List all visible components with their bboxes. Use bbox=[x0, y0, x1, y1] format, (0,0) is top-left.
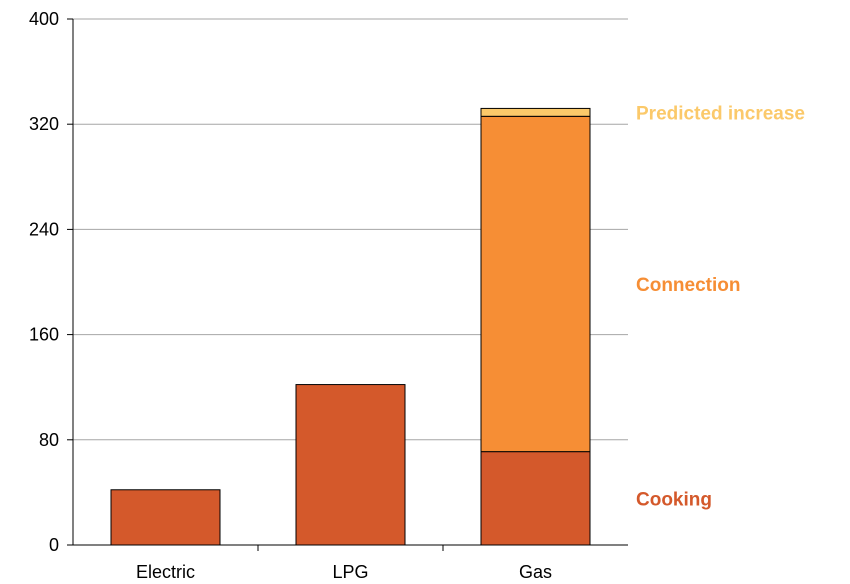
bar-segment-connection-gas bbox=[480, 115, 591, 453]
x-tick-label: Electric bbox=[136, 562, 195, 582]
y-tick-label: 320 bbox=[29, 114, 59, 134]
bars bbox=[110, 107, 591, 546]
y-tick-labels: 0 80 160 240 320 400 bbox=[29, 9, 73, 555]
series-label-predicted-increase: Predicted increase bbox=[636, 103, 805, 124]
y-tick-label: 400 bbox=[29, 9, 59, 29]
series-label-connection: Connection bbox=[636, 275, 741, 296]
x-tick-label: Gas bbox=[519, 562, 552, 582]
series-labels: Cooking Connection Predicted increase bbox=[636, 103, 805, 510]
x-tick-label: LPG bbox=[332, 562, 368, 582]
bar-segment-cooking-lpg bbox=[295, 384, 406, 546]
y-tick-label: 80 bbox=[39, 430, 59, 450]
axes bbox=[72, 19, 628, 546]
series-label-cooking: Cooking bbox=[636, 489, 712, 510]
y-tick-label: 240 bbox=[29, 219, 59, 239]
y-tick-label: 160 bbox=[29, 325, 59, 345]
bar-segment-predicted-increase-gas bbox=[480, 107, 591, 117]
y-tick-label: 0 bbox=[49, 535, 59, 555]
x-tick-labels: Electric LPG Gas bbox=[136, 545, 552, 582]
bar-segment-cooking-electric bbox=[110, 489, 221, 546]
bar-segment-cooking-gas bbox=[480, 451, 591, 546]
